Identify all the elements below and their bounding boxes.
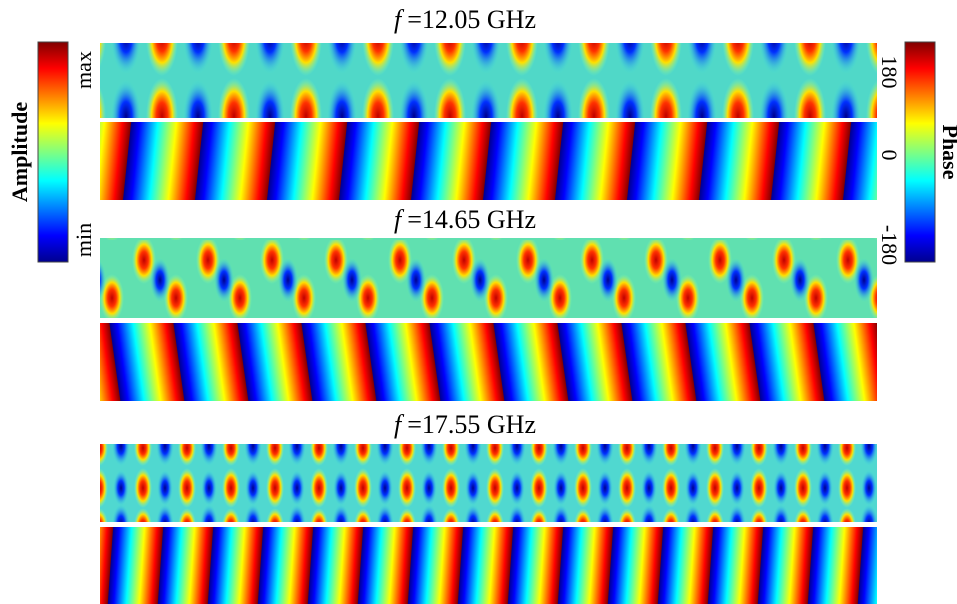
amplitude-min: min [71, 223, 96, 257]
phase-map [100, 122, 877, 200]
value: =14.65 GHz [407, 205, 536, 234]
variable: f [394, 5, 405, 34]
phase-label: Phase [938, 125, 957, 180]
phase-map [100, 527, 877, 604]
phase-map [100, 323, 877, 401]
amplitude-map [100, 444, 877, 522]
panel-title: f=12.05 GHz [394, 5, 536, 34]
amplitude-max: max [71, 51, 96, 89]
variable: f [394, 410, 405, 439]
figure: Amplitude max min Phase 180 0 -180 f=12.… [0, 0, 957, 604]
amplitude-map [100, 43, 877, 118]
panel-title: f=14.65 GHz [394, 205, 536, 234]
phase-tick: 180 [877, 56, 902, 89]
phase-tick: 0 [877, 150, 902, 161]
amplitude-colorbar [38, 42, 68, 262]
panel-title: f=17.55 GHz [394, 410, 536, 439]
amplitude-label: Amplitude [7, 102, 32, 202]
variable: f [394, 205, 405, 234]
value: =17.55 GHz [407, 410, 536, 439]
phase-tick: -180 [877, 225, 902, 265]
amplitude-map [100, 238, 877, 318]
value: =12.05 GHz [407, 5, 536, 34]
phase-colorbar [905, 42, 935, 262]
